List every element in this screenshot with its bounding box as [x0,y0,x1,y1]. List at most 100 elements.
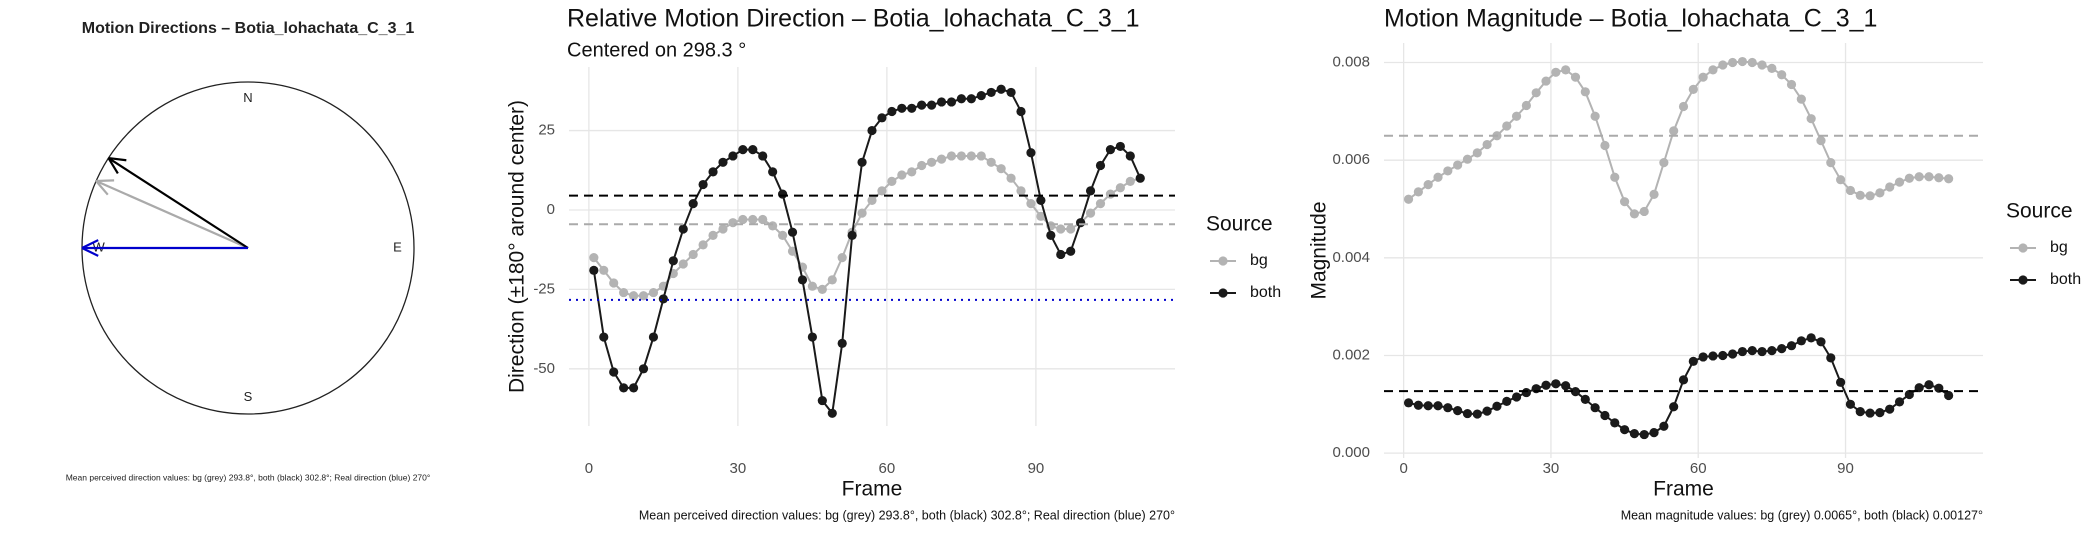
data-point [1006,87,1016,98]
data-point [1502,121,1512,131]
data-point [728,218,738,228]
data-point [1423,179,1433,190]
y-tick-label: 0.002 [1332,346,1370,363]
data-point [1619,425,1630,435]
data-point [1816,136,1826,146]
data-point [1521,100,1531,111]
data-point [1924,172,1934,182]
legend-key-point [2018,243,2028,253]
data-point [1453,406,1463,416]
data-point [797,275,808,285]
data-point [1806,333,1816,343]
data-point [738,214,748,225]
data-point [1472,409,1482,419]
x-tick-label: 90 [1028,460,1045,477]
data-point [1403,194,1414,204]
data-point [1561,381,1571,391]
data-point [1006,173,1016,183]
cardinal-label: N [243,90,252,105]
data-point [1639,429,1649,440]
data-point [897,170,907,180]
data-point [1610,418,1620,428]
data-point [1105,145,1116,155]
chart-title: Motion Directions – Botia_lohachata_C_3_… [82,20,415,37]
data-point [857,157,867,167]
data-point [619,287,629,298]
data-point [986,157,996,167]
data-point [1727,57,1738,68]
data-point [1016,106,1026,117]
data-point [966,94,976,104]
data-point [1066,224,1076,234]
arrow-head [95,180,109,196]
data-point [1462,154,1473,164]
data-point [1826,353,1836,363]
data-point [1845,399,1856,409]
data-point [718,224,728,234]
data-point [1669,126,1679,136]
data-point [1580,394,1590,405]
data-point [1541,380,1551,390]
data-point [1777,344,1787,354]
data-point [1688,356,1698,366]
arrow-head [81,247,99,257]
data-point [907,167,917,177]
data-point [1934,173,1944,183]
data-point [1885,182,1895,192]
data-point [1135,173,1145,183]
data-point [1845,185,1856,196]
x-axis-title: Frame [842,478,903,501]
data-point [1561,65,1571,75]
data-point [628,383,639,393]
data-point [1737,56,1748,67]
data-point [758,214,768,225]
data-point [1786,79,1797,90]
data-point [927,157,937,167]
data-point [1482,406,1492,416]
data-point [1885,404,1895,414]
data-point [1669,402,1679,412]
data-point [1125,176,1135,186]
x-tick-label: 0 [585,460,593,477]
data-point [1443,403,1453,413]
cardinal-label: S [244,389,253,404]
direction-arrow [95,180,249,250]
data-point [768,167,778,177]
data-point [837,338,847,348]
data-point [1678,101,1689,112]
data-point [1541,76,1551,86]
data-point [1046,230,1056,240]
y-tick-label: 0.008 [1332,53,1370,70]
data-point [1056,224,1066,234]
y-tick-label: 0 [547,201,555,218]
data-point [1855,407,1865,417]
data-point [1718,350,1728,361]
data-point [1600,140,1610,151]
data-point [1105,189,1116,199]
data-point [1085,208,1096,218]
data-point [877,113,887,123]
data-point [1570,387,1581,397]
data-point [1551,379,1561,389]
data-point [1492,401,1502,411]
line-panel: Relative Motion Direction – Botia_lohach… [506,5,1282,523]
data-point [1629,209,1640,219]
data-point [668,256,678,266]
data-point [1590,403,1600,413]
data-point [787,246,798,256]
legend-key-point [1218,288,1228,298]
y-tick-label: 0.006 [1332,151,1370,168]
data-point [1855,190,1865,200]
data-point [768,221,778,231]
caption: Mean perceived direction values: bg (gre… [66,472,431,482]
data-point [1016,186,1026,196]
data-point [936,154,947,164]
data-point [1095,160,1106,171]
x-tick-label: 30 [1543,460,1560,477]
data-point [1453,160,1463,170]
x-tick-label: 60 [1690,460,1707,477]
data-point [1649,428,1659,438]
line-panel: Motion Magnitude – Botia_lohachata_C_3_1… [1308,5,2082,523]
